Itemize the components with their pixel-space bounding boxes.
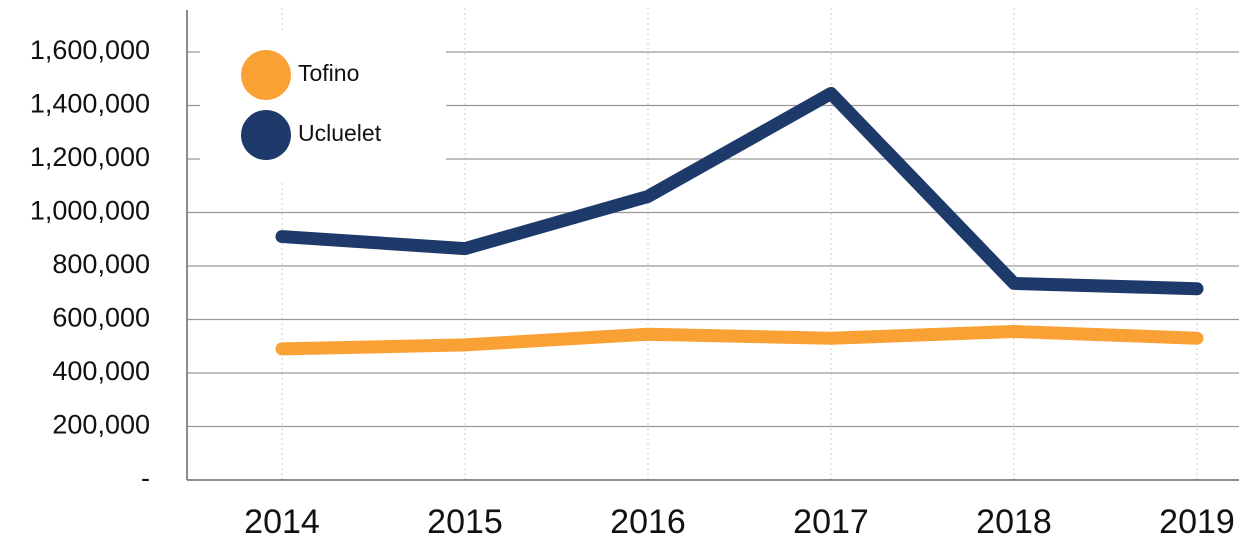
legend-label: Tofino — [298, 60, 359, 86]
line-series — [275, 86, 1204, 296]
x-tick-label: 2017 — [793, 503, 869, 541]
x-tick-label: 2016 — [610, 503, 686, 541]
y-tick-label: 800,000 — [52, 249, 150, 279]
x-tick-label: 2019 — [1159, 503, 1235, 541]
y-tick-label: 1,600,000 — [30, 35, 150, 65]
legend-swatch — [241, 110, 291, 160]
x-tick-label: 2015 — [427, 503, 503, 541]
y-tick-label: 1,000,000 — [30, 196, 150, 226]
x-tick-label: 2018 — [976, 503, 1052, 541]
x-tick-label: 2014 — [244, 503, 320, 541]
y-tick-label: 200,000 — [52, 410, 150, 440]
y-tick-label: - — [141, 463, 150, 493]
legend-swatch — [241, 50, 291, 100]
y-tick-label: 600,000 — [52, 303, 150, 333]
y-tick-label: 400,000 — [52, 356, 150, 386]
legend-label: Ucluelet — [298, 120, 382, 146]
y-tick-label: 1,400,000 — [30, 89, 150, 119]
y-tick-label: 1,200,000 — [30, 142, 150, 172]
legend-box — [200, 30, 446, 180]
line-series — [275, 325, 1204, 356]
